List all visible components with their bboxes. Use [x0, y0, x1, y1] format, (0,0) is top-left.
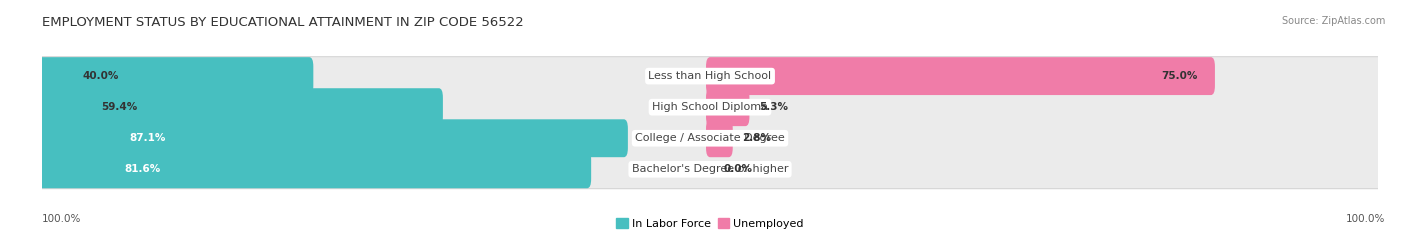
FancyBboxPatch shape [38, 119, 628, 157]
FancyBboxPatch shape [706, 119, 733, 157]
FancyBboxPatch shape [34, 87, 1386, 127]
Text: High School Diploma: High School Diploma [652, 102, 768, 112]
Text: Source: ZipAtlas.com: Source: ZipAtlas.com [1281, 16, 1385, 26]
Text: 59.4%: 59.4% [101, 102, 138, 112]
Text: 2.8%: 2.8% [742, 133, 770, 143]
FancyBboxPatch shape [38, 88, 443, 126]
Text: College / Associate Degree: College / Associate Degree [636, 133, 785, 143]
FancyBboxPatch shape [34, 56, 1386, 96]
FancyBboxPatch shape [706, 88, 749, 126]
Text: 87.1%: 87.1% [129, 133, 166, 143]
FancyBboxPatch shape [38, 57, 1382, 95]
FancyBboxPatch shape [34, 149, 1386, 189]
Legend: In Labor Force, Unemployed: In Labor Force, Unemployed [612, 214, 808, 233]
FancyBboxPatch shape [38, 57, 314, 95]
Text: Less than High School: Less than High School [648, 71, 772, 81]
Text: 75.0%: 75.0% [1161, 71, 1198, 81]
FancyBboxPatch shape [706, 57, 1215, 95]
FancyBboxPatch shape [34, 118, 1386, 158]
Text: 0.0%: 0.0% [723, 164, 752, 174]
Text: 100.0%: 100.0% [1346, 214, 1385, 224]
Text: 5.3%: 5.3% [759, 102, 787, 112]
FancyBboxPatch shape [38, 119, 1382, 157]
FancyBboxPatch shape [38, 150, 1382, 188]
Text: 81.6%: 81.6% [124, 164, 160, 174]
Text: Bachelor's Degree or higher: Bachelor's Degree or higher [631, 164, 789, 174]
FancyBboxPatch shape [38, 150, 591, 188]
Text: EMPLOYMENT STATUS BY EDUCATIONAL ATTAINMENT IN ZIP CODE 56522: EMPLOYMENT STATUS BY EDUCATIONAL ATTAINM… [42, 16, 524, 29]
Text: 40.0%: 40.0% [82, 71, 118, 81]
Text: 100.0%: 100.0% [42, 214, 82, 224]
FancyBboxPatch shape [38, 88, 1382, 126]
